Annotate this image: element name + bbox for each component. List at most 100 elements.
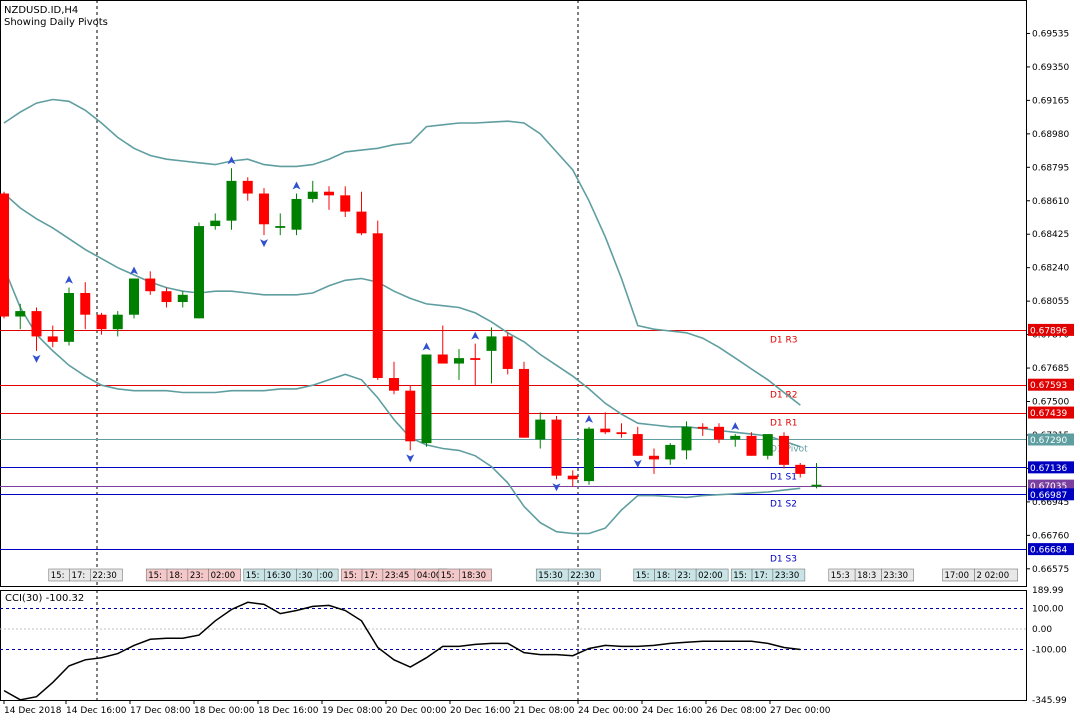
time-box-text: 04:00 [417,571,442,581]
fractal-up-icon [731,422,740,431]
chart-frames [0,0,1027,701]
time-box [695,568,729,582]
time-box-text: 23:30 [775,571,800,581]
fractal-up-icon [471,331,480,340]
time-box [567,568,601,582]
time-box [974,568,1019,582]
fractal-up-icon [227,156,236,165]
upper-band [3,98,801,406]
cci-tick-label: 100.00 [1032,604,1064,614]
chart-subtitle: Showing Daily Pivots [4,17,108,28]
time-tick-label: 27 Dec 00:00 [770,706,831,716]
candle-body [502,336,513,369]
pivot-label-7: D1 S3 [770,555,797,565]
time-tick-label: 18 Dec 00:00 [194,706,255,716]
time-box-text: 22:30 [92,571,117,581]
candle-body [454,358,464,364]
candlesticks [0,168,822,489]
candle-body [177,294,188,303]
fractal-up-icon [65,275,73,284]
time-box-text: 22:30 [570,571,595,581]
fractal-down-icon [260,239,268,248]
time-box [459,568,492,582]
price-marker-text: 0.67896 [1030,326,1067,336]
price-tick-label: 0.68240 [1032,264,1069,274]
time-box-text: :00 [319,571,333,581]
candle-body [405,390,416,442]
time-tick-label: 17 Dec 08:00 [130,706,191,716]
fractal-up-icon [422,342,431,351]
time-box [208,568,241,582]
cci-pane-frame [0,590,1027,701]
candle-body [616,432,627,435]
price-marker [1028,406,1074,419]
time-box-text: 18:3 [857,571,876,581]
time-box-text: 18:30 [462,571,487,581]
price-tick-label: 0.68980 [1032,130,1069,140]
price-marker-text: 0.67035 [1030,482,1067,492]
candle-body [730,435,741,440]
price-marker [1028,488,1074,501]
pivot-label-6: D1 S2 [770,500,797,510]
time-tick-label: 14 Dec 2018 [4,706,62,716]
candle-body [161,291,172,303]
price-marker [1028,461,1074,474]
pivot-label-3: D1 Pivot [770,445,808,455]
cci-label: CCI(30) -100.32 [5,593,84,604]
price-tick-label: 0.68425 [1032,230,1069,240]
time-tick-label: 24 Dec 16:00 [642,706,703,716]
candle-body [665,444,676,460]
candle-body [649,455,659,460]
price-tick-label: 0.66760 [1032,531,1069,541]
candle-body [470,358,481,360]
price-tick-label: 0.68610 [1032,197,1069,207]
time-box-text: 18: [657,571,671,581]
candle-body [291,198,302,230]
candle-body [226,180,237,221]
price-marker-text: 0.67593 [1030,381,1067,391]
candle-body [681,426,692,451]
time-box [90,568,123,582]
candle-body [486,336,497,351]
time-box-text: 15:3 [831,571,850,581]
time-box [881,568,914,582]
candle-body [600,428,611,433]
fractal-down-icon [406,454,415,463]
price-tick-label: 0.69535 [1032,29,1069,39]
candle-body [275,226,286,228]
cci-tick-label: -100.00 [1032,646,1067,656]
time-box-text: 17: [754,571,768,581]
time-box-text: 02:00 [698,571,723,581]
time-box-text: 23:30 [884,571,909,581]
fractal-up-icon [585,414,593,423]
candle-body [64,293,74,342]
candle-body [80,293,91,315]
candle-body [584,428,594,482]
pivot-label-2: D1 R1 [770,419,798,429]
time-box [317,568,339,582]
time-box-text: 17: [72,571,86,581]
time-axis[interactable]: 14 Dec 2018 14 Dec 16:00 17 Dec 08:00 18 De… [3,700,831,716]
candle-body [389,378,399,391]
candle-body [779,435,789,465]
price-marker-text: 0.67136 [1030,464,1067,474]
candle-body [811,484,822,487]
candle-body [795,464,806,474]
time-box-text: 15:30 [538,571,563,581]
candle-body [307,191,318,199]
candle-body [324,191,334,196]
candle-body [47,336,58,342]
middle-band [3,192,801,448]
time-tick-label: 20 Dec 16:00 [450,706,511,716]
candle-body [714,426,724,440]
session-time-boxes: 15: 17: 22:30 15: 18: 23: 02:00 15: 16:30:30:00 1… [48,568,1019,582]
candle-body [535,419,546,440]
time-tick-label: 19 Dec 08:00 [322,706,383,716]
time-tick-label: 21 Dec 08:00 [514,706,575,716]
pivot-lines: D1 R3 D1 R2 D1 R1 D1 Pivot D1 S1 D1 S2 D1 S3 [0,330,1026,565]
candle-body [145,278,156,292]
candle-body [112,314,123,330]
main-pane-frame [0,0,1027,587]
